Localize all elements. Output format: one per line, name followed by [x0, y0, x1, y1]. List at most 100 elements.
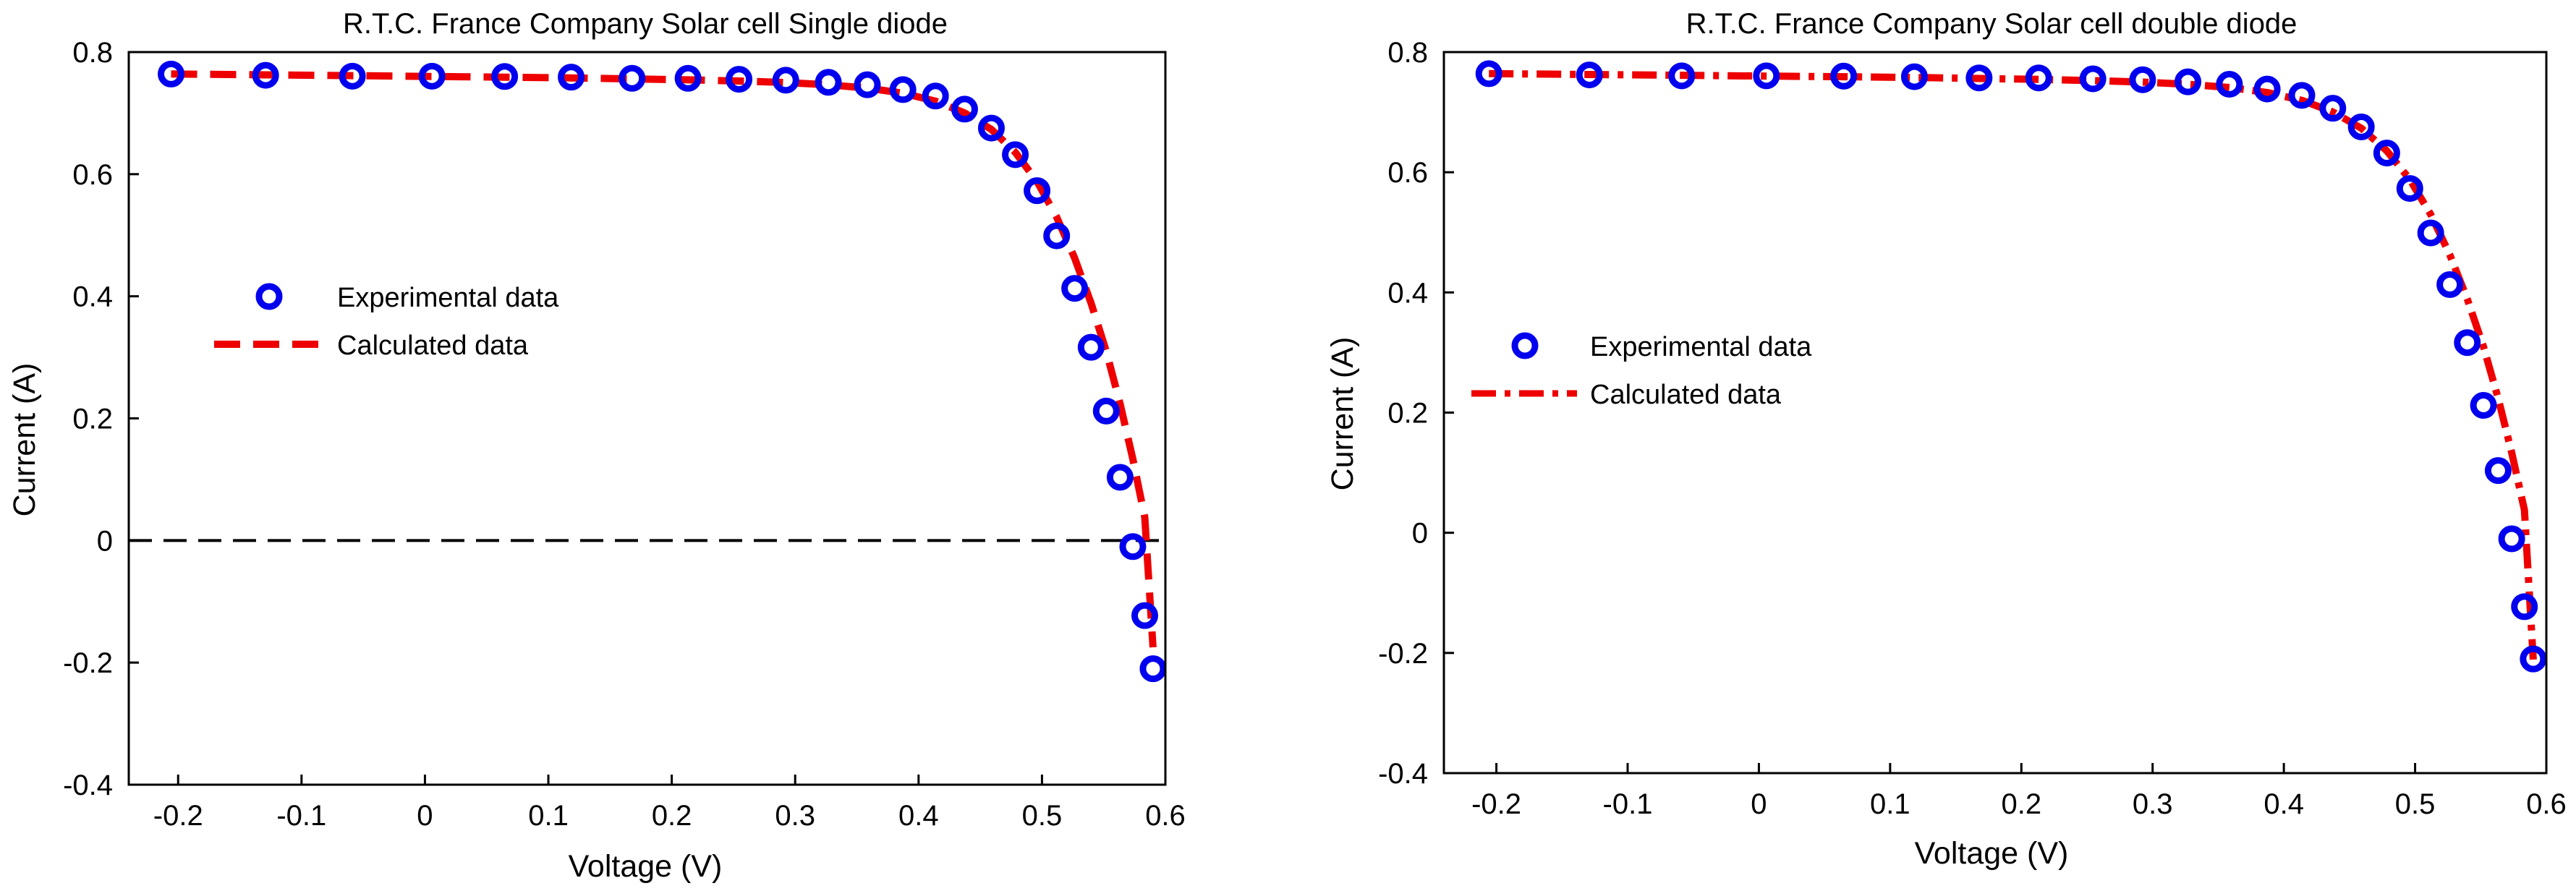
experimental-data-point	[726, 66, 753, 93]
experimental-data-point	[1077, 333, 1105, 361]
y-tick-label: -0.4	[1378, 758, 1428, 790]
experimental-data-point	[619, 64, 646, 92]
experimental-data-point	[2253, 75, 2281, 103]
experimental-data-point	[158, 60, 185, 88]
y-tick-label: 0.2	[72, 404, 113, 435]
experimental-data-point	[1119, 533, 1147, 560]
experimental-data-point	[558, 64, 585, 91]
experimental-data-point	[2498, 525, 2525, 553]
y-tick-label: 0.6	[1387, 157, 1428, 189]
x-tick-label: -0.2	[153, 800, 203, 832]
experimental-data-point	[815, 69, 842, 96]
legend-marker-experimental	[1511, 332, 1539, 359]
x-tick-label: 0	[417, 800, 433, 832]
x-tick-label: 0.1	[1870, 788, 1910, 820]
experimental-data-point	[1024, 177, 1051, 205]
y-tick-label: 0.4	[72, 281, 113, 313]
experimental-data-point	[252, 61, 279, 89]
experimental-data-point	[2484, 457, 2512, 485]
x-tick-label: 0.5	[1022, 800, 1063, 832]
x-axis-label: Voltage (V)	[569, 849, 723, 884]
x-tick-label: 0.6	[1145, 800, 1186, 832]
chart-single-diode: R.T.C. France Company Solar cell Single …	[7, 8, 1186, 884]
experimental-data-point	[2079, 65, 2107, 93]
experimental-data-point	[772, 67, 799, 94]
experimental-data-point	[1900, 63, 1928, 90]
experimental-data-point	[418, 62, 446, 90]
experimental-data-point	[2417, 219, 2444, 247]
legend-label-experimental: Experimental data	[1590, 332, 1812, 362]
x-tick-label: -0.2	[1471, 788, 1521, 820]
experimental-data-point	[1131, 602, 1159, 629]
experimental-data-point	[339, 62, 366, 90]
chart-title: R.T.C. France Company Solar cell Single …	[343, 8, 948, 40]
experimental-data-point	[2454, 329, 2481, 357]
y-tick-label: 0.6	[72, 159, 113, 191]
y-tick-label: -0.4	[63, 770, 113, 801]
experimental-data-point	[2511, 593, 2538, 621]
x-tick-label: 0.2	[2001, 788, 2041, 820]
experimental-data-point	[854, 71, 881, 98]
x-axis-ticks: -0.2 -0.1 0 0.1 0.2 0.3 0.4 0.5 0.6	[153, 775, 1186, 832]
experimental-data-point	[889, 76, 917, 103]
x-tick-label: 0.6	[2526, 788, 2567, 820]
experimental-data-point	[1668, 62, 1696, 90]
y-axis-label: Current (A)	[1325, 337, 1360, 491]
legend-marker-experimental	[255, 283, 283, 310]
chart-title: R.T.C. France Company Solar cell double …	[1686, 8, 2297, 40]
experimental-data-point	[1106, 464, 1134, 491]
experimental-data-point	[2175, 68, 2202, 95]
x-tick-label: 0.2	[652, 800, 692, 832]
experimental-data-point	[1061, 275, 1089, 302]
legend-label-experimental: Experimental data	[337, 283, 559, 313]
experimental-data-point	[2288, 82, 2316, 109]
axes-box	[127, 51, 1167, 786]
x-tick-label: 0	[1751, 788, 1767, 820]
experimental-data-point	[674, 64, 702, 92]
y-axis-ticks: -0.4 -0.2 0 0.2 0.4 0.6 0.8	[1378, 37, 1454, 790]
experimental-data-point	[977, 114, 1005, 142]
y-tick-label: 0.8	[1387, 37, 1428, 69]
experimental-data-point	[2373, 140, 2400, 167]
experimental-data-point	[2436, 271, 2464, 299]
x-axis-label: Voltage (V)	[1915, 836, 2069, 871]
x-tick-label: 0.5	[2395, 788, 2436, 820]
x-tick-label: 0.3	[2133, 788, 2173, 820]
experimental-data-point	[2025, 64, 2052, 92]
experimental-data-point	[491, 63, 519, 90]
y-axis-ticks: -0.4 -0.2 0 0.2 0.4 0.6 0.8	[63, 37, 139, 801]
y-tick-label: -0.2	[1378, 638, 1428, 670]
experimental-data-point	[2347, 113, 2375, 140]
legend: Experimental data Calculated data	[214, 283, 559, 361]
experimental-data-point	[2319, 95, 2347, 122]
legend: Experimental data Calculated data	[1471, 332, 1812, 410]
experimental-data-point	[2216, 70, 2243, 98]
experimental-data-point	[1139, 655, 1167, 683]
plot-area	[1475, 60, 2547, 673]
x-tick-label: 0.4	[898, 800, 939, 832]
experimental-data-point	[2396, 175, 2423, 202]
y-tick-label: 0	[1412, 518, 1428, 550]
y-tick-label: -0.2	[63, 647, 113, 679]
plot-area	[158, 60, 1167, 683]
experimental-data-point	[1002, 141, 1029, 169]
x-tick-label: 0.1	[528, 800, 569, 832]
y-tick-label: 0.8	[72, 37, 113, 69]
x-tick-label: -0.1	[276, 800, 326, 832]
x-tick-label: 0.3	[775, 800, 815, 832]
legend-label-calculated: Calculated data	[1590, 380, 1782, 410]
experimental-data-point	[1753, 62, 1780, 90]
y-axis-label: Current (A)	[7, 363, 42, 517]
experimental-data-point	[2129, 66, 2156, 93]
legend-label-calculated: Calculated data	[337, 331, 529, 361]
experimental-data-point	[951, 95, 978, 123]
x-tick-label: 0.4	[2263, 788, 2304, 820]
chart-double-diode: R.T.C. France Company Solar cell double …	[1325, 8, 2567, 871]
experimental-data-point	[922, 82, 949, 110]
experimental-data-point	[1965, 64, 1993, 92]
y-tick-label: 0	[97, 525, 113, 557]
y-tick-label: 0.2	[1387, 398, 1428, 430]
experimental-data-point	[2470, 392, 2497, 419]
experimental-data-point	[1043, 222, 1071, 250]
